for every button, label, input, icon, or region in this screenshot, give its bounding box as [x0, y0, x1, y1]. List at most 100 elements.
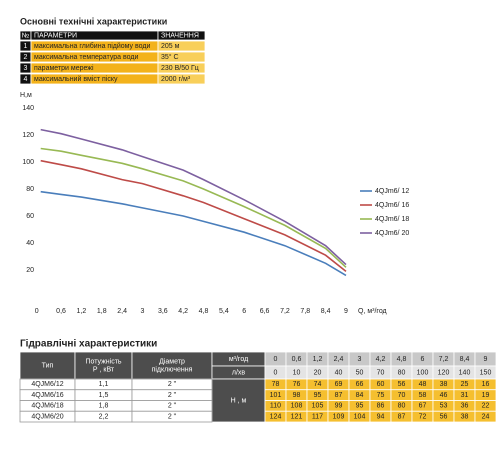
cell-text: 109: [333, 413, 345, 420]
cell-text: 4QJM6/12: [31, 381, 63, 388]
table-cell: [211, 378, 266, 423]
cell-text: 31: [461, 392, 469, 399]
x-tick-label: 1,8: [97, 308, 107, 315]
cell-text: м³/год: [229, 356, 248, 363]
cell-text: 70: [377, 369, 385, 376]
x-tick-label: 7,2: [280, 308, 290, 315]
cell-text: максимальна температура води: [34, 54, 138, 61]
cell-text: 36: [461, 403, 469, 410]
cell-text: 58: [419, 392, 427, 399]
cell-text: 2000 г/м³: [161, 76, 191, 83]
cell-text: 53: [440, 403, 448, 410]
cell-text: 60: [377, 381, 385, 388]
series-line: [40, 147, 347, 268]
cell-text: 95: [356, 403, 364, 410]
cell-text: 46: [440, 392, 448, 399]
x-tick-label: 7,8: [300, 308, 310, 315]
cell-text: 74: [314, 381, 322, 388]
table-cell: [157, 62, 206, 74]
legend-label: 4QJm6/ 16: [375, 202, 409, 209]
cell-text: 2 ": [168, 403, 177, 410]
y-tick-label: 60: [26, 213, 34, 220]
cell-text: 78: [272, 381, 280, 388]
y-tick-label: 20: [26, 267, 34, 274]
cell-text: 120: [438, 369, 450, 376]
cell-text: 9: [484, 356, 488, 363]
cell-text: 76: [293, 381, 301, 388]
cell-text: 69: [335, 381, 343, 388]
cell-text: 84: [356, 392, 364, 399]
series-line: [40, 159, 347, 273]
cell-text: 2 ": [168, 392, 177, 399]
cell-text: 3: [358, 356, 362, 363]
cell-text: 4QJM6/20: [31, 413, 63, 420]
x-tick-label: 5,4: [219, 308, 229, 315]
cell-text: л/хв: [232, 369, 246, 376]
table-cell: [157, 51, 206, 63]
cell-text: 121: [291, 413, 303, 420]
cell-text: 4: [24, 76, 28, 83]
cell-text: параметри мережі: [34, 64, 94, 72]
cell-text: Потужність: [85, 357, 121, 365]
specs-title: Основні технічні характеристики: [20, 16, 167, 26]
cell-text: 80: [398, 403, 406, 410]
cell-text: 99: [335, 403, 343, 410]
cell-text: 20: [314, 369, 322, 376]
cell-text: 38: [461, 413, 469, 420]
legend-label: 4QJm6/ 20: [375, 230, 409, 237]
y-tick-label: 140: [22, 105, 34, 112]
series-line: [40, 190, 347, 277]
cell-text: 2 ": [168, 413, 177, 420]
cell-text: 94: [377, 413, 385, 420]
cell-text: 1,8: [99, 403, 109, 410]
y-tick-label: 100: [22, 159, 34, 166]
y-tick-label: 80: [26, 186, 34, 193]
table-cell: [157, 40, 206, 52]
y-tick-label: 40: [26, 240, 34, 247]
cell-text: 4,2: [376, 356, 386, 363]
cell-text: 40: [335, 369, 343, 376]
cell-text: 124: [270, 413, 282, 420]
cell-text: 66: [356, 381, 364, 388]
cell-text: 80: [398, 369, 406, 376]
cell-text: 38: [440, 381, 448, 388]
cell-text: максимальний вміст піску: [34, 75, 118, 83]
cell-text: 205 м: [161, 43, 180, 50]
x-axis-label: Q, м³/год: [358, 308, 387, 315]
cell-text: 56: [440, 413, 448, 420]
cell-text: ПАРАМЕТРИ: [34, 32, 77, 39]
cell-text: 7,2: [439, 356, 449, 363]
cell-text: 98: [293, 392, 301, 399]
cell-text: 86: [377, 403, 385, 410]
cell-text: 0: [274, 356, 278, 363]
cell-text: підключення: [152, 365, 193, 373]
cell-text: 101: [270, 392, 282, 399]
x-tick-label: 9: [344, 308, 348, 315]
cell-text: максимальна глибина підйому води: [34, 42, 150, 50]
table-cell: [131, 351, 213, 380]
y-tick-label: 120: [22, 132, 34, 139]
x-tick-label: 0: [35, 308, 39, 315]
cell-text: 56: [398, 381, 406, 388]
cell-text: 2 ": [168, 381, 177, 388]
cell-text: 104: [354, 413, 366, 420]
cell-text: 2,2: [99, 413, 109, 420]
cell-text: 50: [356, 369, 364, 376]
cell-text: 19: [482, 392, 490, 399]
cell-text: 4QJM6/16: [31, 392, 63, 399]
cell-text: 1,1: [99, 381, 109, 388]
cell-text: 87: [335, 392, 343, 399]
cell-text: 2: [24, 54, 28, 61]
cell-text: 35° C: [161, 53, 179, 61]
cell-text: 10: [293, 369, 301, 376]
cell-text: 110: [270, 403, 281, 410]
table-cell: [131, 410, 213, 423]
hydraulics-title: Гідравлічні характеристики: [20, 339, 157, 350]
cell-text: 1,2: [313, 356, 323, 363]
cell-text: 108: [291, 403, 303, 410]
cell-text: 22: [482, 403, 490, 410]
cell-text: 6: [421, 356, 425, 363]
cell-text: 0,6: [292, 356, 302, 363]
cell-text: 48: [419, 381, 427, 388]
